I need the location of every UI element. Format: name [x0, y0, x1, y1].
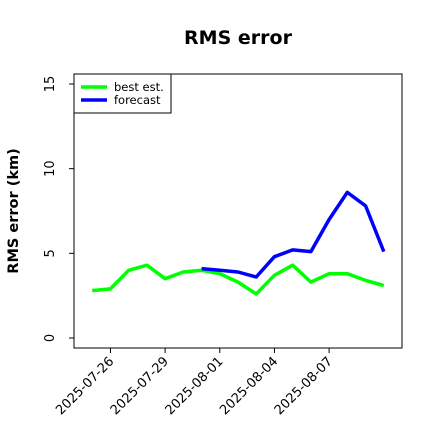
series-line-forecast [201, 190, 386, 279]
series-line-best-est [92, 263, 385, 296]
x-axis: 2025-07-262025-07-292025-08-012025-08-04… [53, 348, 336, 418]
y-tick-label: 0 [43, 334, 58, 342]
y-tick-label: 5 [43, 249, 58, 257]
x-tick-label: 2025-08-07 [272, 354, 336, 418]
y-tick-label: 15 [43, 76, 58, 93]
legend: best est.forecast [73, 73, 172, 114]
y-axis: 0 5 10 15 [43, 76, 74, 342]
legend-entry-label: best est. [114, 80, 164, 94]
legend-box [73, 73, 172, 114]
y-axis-label: RMS error (km) [6, 148, 22, 273]
series-layer [92, 190, 386, 296]
y-tick-label: 10 [43, 160, 58, 177]
plot-area-frame [73, 73, 403, 349]
legend-entry-label: forecast [114, 93, 161, 107]
chart-title: RMS error [184, 27, 293, 49]
